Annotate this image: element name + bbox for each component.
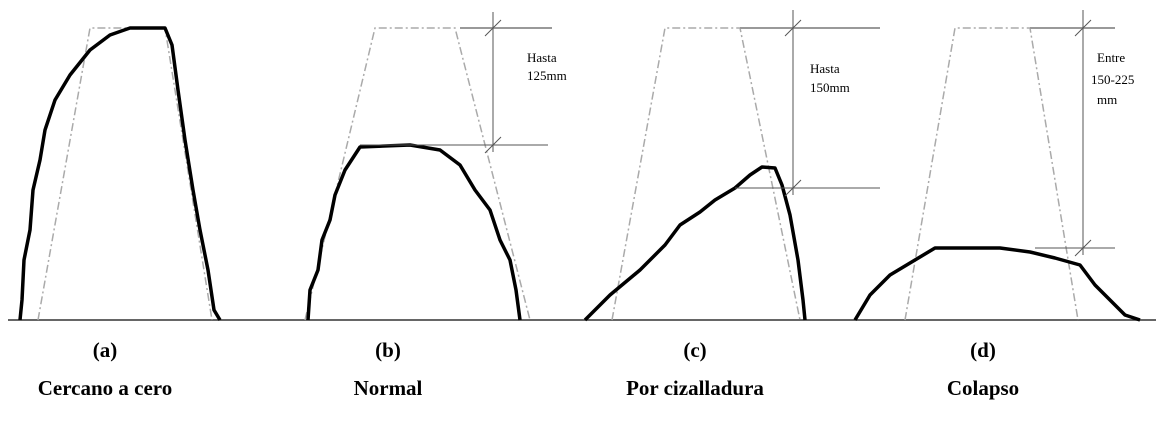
annotation: Entre (1097, 50, 1125, 65)
slump-shape (583, 165, 807, 322)
cone-outline (304, 27, 531, 321)
panel-caption: Normal (354, 376, 423, 400)
panel-letter: (d) (970, 338, 996, 362)
annotation: Hasta (527, 50, 557, 65)
annotation: 150mm (810, 80, 850, 95)
panel-letter: (b) (375, 338, 401, 362)
tick (1074, 19, 1092, 37)
cone-outline (37, 27, 213, 321)
panel-caption: Por cizalladura (626, 376, 764, 400)
cone-outline (611, 27, 801, 321)
tick (784, 19, 802, 37)
tick (784, 179, 802, 197)
tick (484, 136, 502, 154)
panel-caption: Colapso (947, 376, 1019, 400)
tick (484, 19, 502, 37)
annotation: 150-225 (1091, 72, 1134, 87)
panel-letter: (c) (683, 338, 706, 362)
annotation: 125mm (527, 68, 567, 83)
panel-caption: Cercano a cero (38, 376, 173, 400)
cone-outline (904, 27, 1079, 321)
panel-letter: (a) (93, 338, 118, 362)
slump-shape (306, 143, 522, 321)
annotation: mm (1097, 92, 1117, 107)
annotation: Hasta (810, 61, 840, 76)
slump-shape (18, 26, 222, 321)
tick (1074, 239, 1092, 257)
slump-shape (853, 246, 1141, 322)
